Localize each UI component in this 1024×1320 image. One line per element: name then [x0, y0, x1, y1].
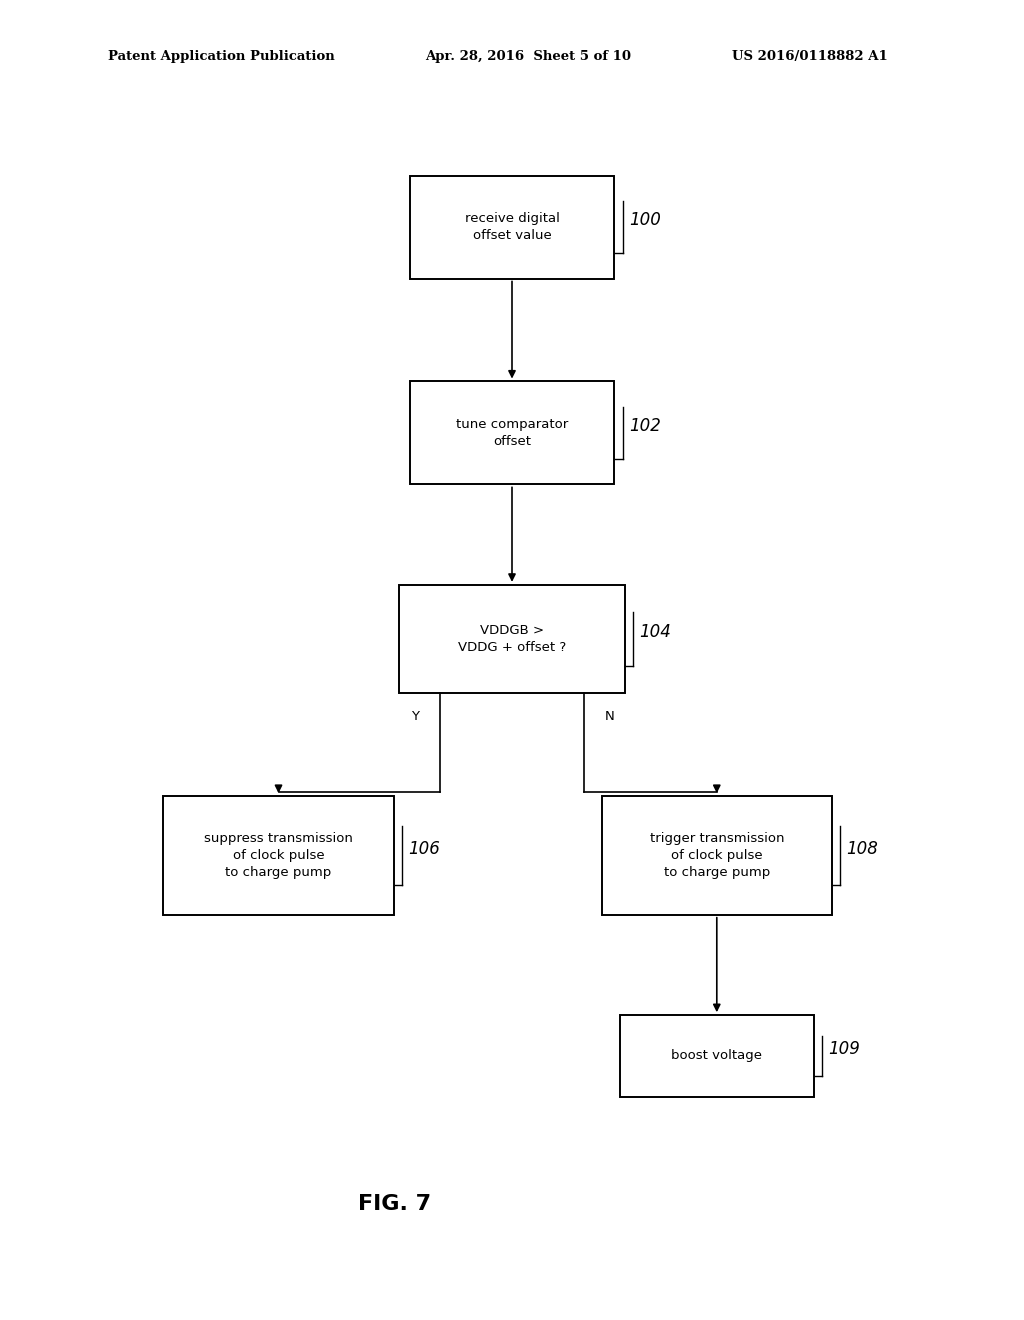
Text: 106: 106 [408, 840, 440, 858]
Text: suppress transmission
of clock pulse
to charge pump: suppress transmission of clock pulse to … [204, 832, 353, 879]
Text: Patent Application Publication: Patent Application Publication [108, 50, 334, 63]
Bar [620, 1015, 814, 1097]
Text: US 2016/0118882 A1: US 2016/0118882 A1 [732, 50, 888, 63]
Text: tune comparator
offset: tune comparator offset [456, 418, 568, 447]
Text: boost voltage: boost voltage [672, 1049, 762, 1063]
Text: 100: 100 [629, 211, 660, 230]
Bar [164, 796, 394, 915]
Text: 102: 102 [629, 417, 660, 436]
Text: 108: 108 [846, 840, 879, 858]
Text: VDDGB >
VDDG + offset ?: VDDGB > VDDG + offset ? [458, 624, 566, 653]
Bar [410, 176, 614, 279]
Text: receive digital
offset value: receive digital offset value [465, 213, 559, 242]
Text: FIG. 7: FIG. 7 [357, 1193, 431, 1214]
Bar [410, 381, 614, 484]
Text: trigger transmission
of clock pulse
to charge pump: trigger transmission of clock pulse to c… [649, 832, 784, 879]
Text: Apr. 28, 2016  Sheet 5 of 10: Apr. 28, 2016 Sheet 5 of 10 [425, 50, 631, 63]
Text: Y: Y [411, 710, 419, 723]
Bar [399, 585, 625, 693]
Text: N: N [604, 710, 614, 723]
Bar [601, 796, 831, 915]
Text: 104: 104 [639, 623, 671, 642]
Text: 109: 109 [828, 1040, 860, 1059]
